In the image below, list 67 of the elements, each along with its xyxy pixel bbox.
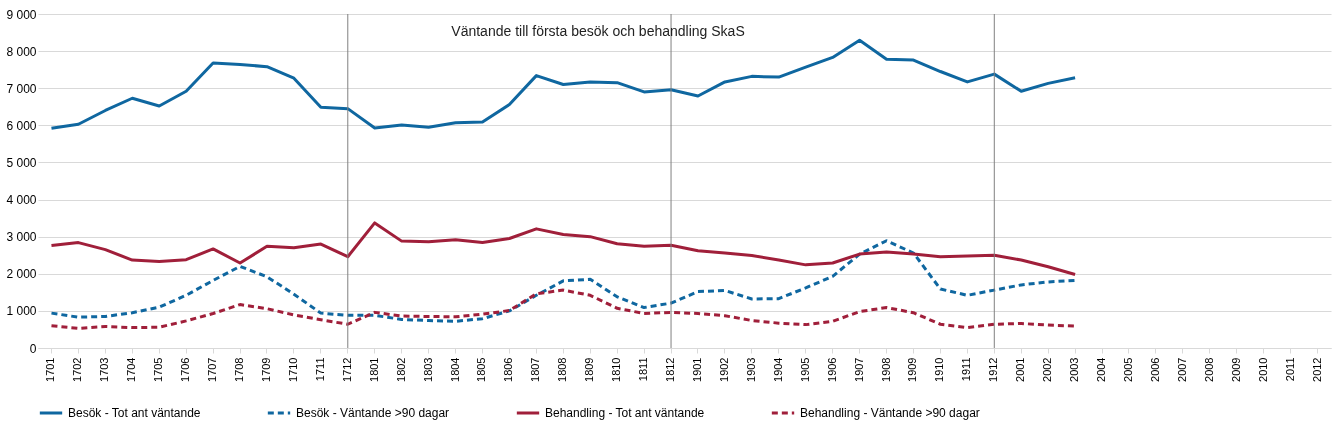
x-tick-label: 2008 (1202, 357, 1215, 382)
line-series (49, 221, 1077, 277)
x-tick-label: 1703 (98, 357, 111, 382)
x-tick-label: 1709 (259, 357, 272, 382)
line-series (49, 38, 1077, 130)
x-tick-label: 1802 (394, 357, 407, 382)
y-tick-label: 5 000 (6, 155, 37, 170)
legend-label: Besök - Tot ant väntande (68, 406, 201, 420)
y-tick-label: 0 (29, 341, 37, 356)
x-tick-label: 2007 (1175, 357, 1188, 382)
x-tick-label: 2012 (1310, 357, 1323, 382)
x-tick-label: 1902 (717, 357, 730, 382)
x-tick-label: 1912 (987, 357, 1000, 382)
x-tick-label: 1805 (475, 357, 488, 382)
x-tick-label: 1704 (125, 357, 138, 382)
y-tick-label: 9 000 (6, 7, 37, 22)
x-tick-label: 1701 (44, 357, 57, 382)
x-tick-label: 1812 (664, 357, 677, 382)
x-tick-label: 2002 (1041, 357, 1054, 382)
x-tick-label: 2010 (1256, 357, 1269, 382)
legend-label: Behandling - Tot ant väntande (545, 406, 705, 420)
y-tick-label: 8 000 (6, 44, 37, 59)
x-tick-label: 2001 (1014, 357, 1027, 382)
x-tick-label: 1705 (152, 357, 165, 382)
x-tick-label: 1801 (367, 357, 380, 382)
legend-label: Besök - Väntande >90 dagar (296, 406, 450, 420)
x-tick-label: 2006 (1148, 357, 1161, 382)
x-tick-label: 2004 (1095, 357, 1108, 382)
y-tick-label: 2 000 (6, 267, 37, 282)
x-tick-label: 1901 (690, 357, 703, 382)
y-tick-label: 7 000 (6, 81, 37, 96)
x-tick-label: 1711 (313, 357, 326, 382)
x-tick-label: 1710 (286, 357, 299, 382)
x-tick-label: 1811 (637, 357, 650, 382)
x-tick-label: 2009 (1229, 357, 1242, 382)
x-tick-label: 2003 (1068, 357, 1081, 382)
x-tick-label: 1707 (206, 357, 219, 382)
x-tick-label: 1810 (610, 357, 623, 382)
x-tick-label: 1905 (798, 357, 811, 382)
y-tick-label: 6 000 (6, 118, 37, 133)
x-tick-label: 1909 (906, 357, 919, 382)
x-tick-label: 1702 (71, 357, 84, 382)
x-tick-label: 1708 (233, 357, 246, 382)
x-tick-label: 1910 (933, 357, 946, 382)
x-tick-label: 1906 (825, 357, 838, 382)
x-tick-label: 2005 (1121, 357, 1134, 382)
line-series (49, 239, 1077, 323)
x-tick-label: 1712 (340, 357, 353, 382)
x-tick-label: 1904 (771, 357, 784, 382)
x-tick-label: 1903 (744, 357, 757, 382)
x-tick-label: 1911 (960, 357, 973, 382)
text: Väntande till första besök och behandling SkaS (451, 23, 745, 39)
line-series (49, 288, 1077, 330)
x-tick-label: 1907 (852, 357, 865, 382)
x-tick-label: 1808 (556, 357, 569, 382)
x-tick-label: 1803 (421, 357, 434, 382)
y-tick-label: 3 000 (6, 230, 37, 245)
x-tick-label: 2011 (1283, 357, 1296, 382)
x-tick-label: 1807 (529, 357, 542, 382)
x-tick-label: 1908 (879, 357, 892, 382)
y-tick-label: 1 000 (6, 304, 37, 319)
x-tick-label: 1806 (502, 357, 515, 382)
legend-label: Behandling - Väntande >90 dagar (800, 406, 980, 420)
x-tick-label: 1804 (448, 357, 461, 382)
y-tick-label: 4 000 (6, 193, 37, 208)
x-tick-label: 1809 (583, 357, 596, 382)
x-tick-label: 1706 (179, 357, 192, 382)
